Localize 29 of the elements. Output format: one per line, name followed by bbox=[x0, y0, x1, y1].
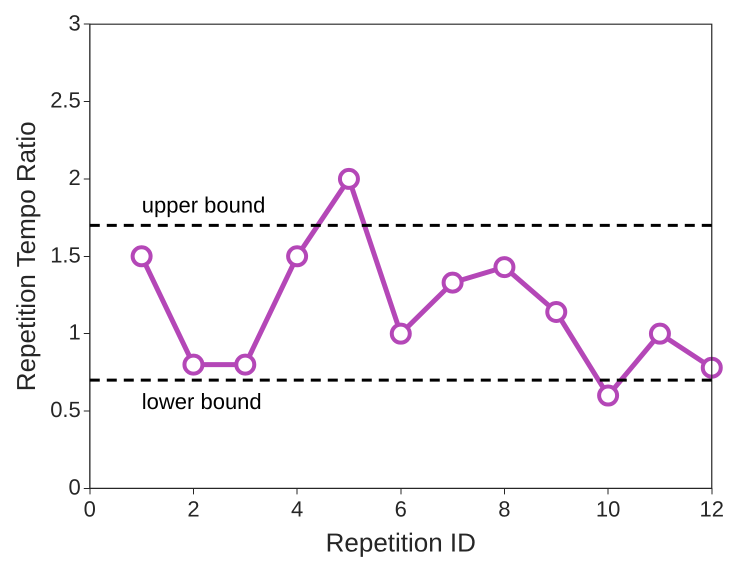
point bbox=[286, 245, 308, 268]
point bbox=[182, 354, 204, 376]
y-axis-title: Repetition Tempo Ratio bbox=[10, 121, 41, 392]
x-tick-label: 8 bbox=[498, 496, 511, 522]
ref-line-label: lower bound bbox=[142, 389, 262, 414]
point bbox=[338, 168, 360, 190]
ref-line-label: upper bound bbox=[142, 192, 266, 218]
x-tick-label: 4 bbox=[290, 496, 304, 522]
x-tick-label: 12 bbox=[700, 496, 724, 522]
x-tick-label: 2 bbox=[187, 496, 200, 522]
y-tick-label: 1 bbox=[68, 320, 81, 345]
point bbox=[545, 301, 568, 324]
y-tick-label: 0.5 bbox=[50, 397, 81, 422]
x-axis-title: Repetition ID bbox=[326, 528, 476, 558]
point bbox=[442, 272, 464, 294]
y-tick-label: 3 bbox=[68, 10, 81, 36]
x-tick-label: 6 bbox=[394, 496, 407, 522]
y-tick-label: 2.5 bbox=[50, 88, 81, 113]
point bbox=[390, 322, 412, 345]
point bbox=[700, 356, 723, 379]
x-tick-label: 10 bbox=[596, 496, 620, 522]
point bbox=[234, 354, 256, 376]
point bbox=[597, 384, 620, 407]
y-tick-label: 2 bbox=[68, 164, 81, 190]
y-tick-label: 1.5 bbox=[50, 242, 81, 268]
point bbox=[493, 256, 516, 278]
point bbox=[648, 322, 671, 345]
y-tick-label: 0 bbox=[68, 474, 81, 500]
point bbox=[130, 245, 153, 268]
